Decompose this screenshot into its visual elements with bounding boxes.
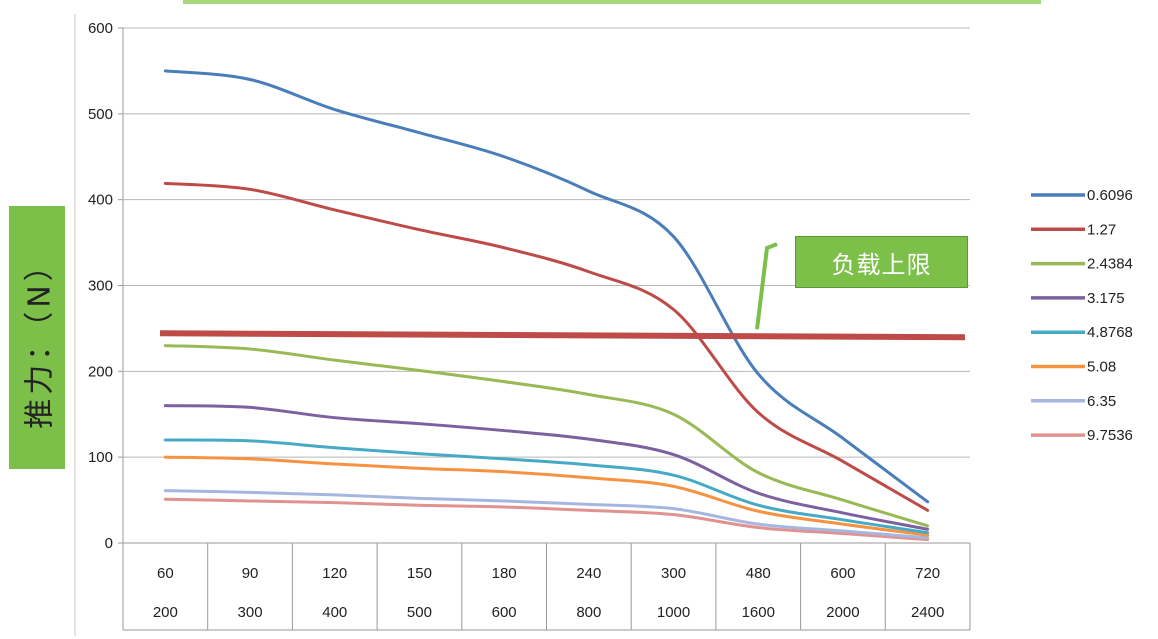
series-line-3.175 [163, 404, 930, 531]
x-category-label-secondary: 1600 [742, 604, 775, 621]
y-tick-label: 100 [88, 449, 113, 466]
load-limit-line [159, 330, 966, 341]
x-category-label-secondary: 2000 [826, 604, 859, 621]
y-tick-label: 600 [88, 20, 113, 37]
series-line-2.4384 [163, 344, 930, 528]
plot-frame [74, 14, 124, 636]
legend-label-5.08: 5.08 [1087, 359, 1116, 376]
y-axis-label: 推力：（N） [23, 246, 59, 429]
y-axis-ticks: 0 100 200 300 400 500 600 [88, 20, 113, 552]
x-category-label-secondary: 600 [492, 604, 517, 621]
series-line-5.08 [163, 455, 930, 537]
x-category-label: 720 [915, 565, 940, 582]
series-line-9.7536 [163, 497, 930, 542]
x-category-label: 120 [322, 565, 347, 582]
x-category-label-secondary: 400 [322, 604, 347, 621]
y-tick-label: 200 [88, 363, 113, 380]
grid-lines [118, 27, 970, 544]
x-category-label: 600 [830, 565, 855, 582]
x-category-label: 60 [157, 565, 174, 582]
load-limit [159, 242, 966, 341]
x-category-label: 150 [407, 565, 432, 582]
series-lines [163, 69, 930, 542]
x-category-label: 240 [576, 565, 601, 582]
x-category-label: 300 [661, 565, 686, 582]
x-category-label: 480 [746, 565, 771, 582]
y-tick-label: 400 [88, 192, 113, 209]
x-axis-table: 60 90 120 150 180 240 300 480 600 720 200 300 400 500… [122, 543, 971, 631]
legend-label-2.4384: 2.4384 [1087, 256, 1133, 273]
legend-label-1.27: 1.27 [1087, 221, 1116, 238]
x-category-label-secondary: 1000 [657, 604, 690, 621]
load-limit-callout: 负载上限 [795, 236, 968, 288]
legend-label-4.8768: 4.8768 [1087, 324, 1133, 341]
x-category-label: 180 [492, 565, 517, 582]
legend-label-0.6096: 0.6096 [1087, 187, 1133, 204]
legend-label-6.35: 6.35 [1087, 393, 1116, 410]
x-category-label-secondary: 500 [407, 604, 432, 621]
legend-label-9.7536: 9.7536 [1087, 427, 1133, 444]
y-axis-label-box: 推力：（N） [9, 206, 65, 469]
series-line-1.27 [163, 181, 930, 512]
series-line-4.8768 [163, 438, 930, 535]
legend-label-3.175: 3.175 [1087, 290, 1125, 307]
x-category-label-secondary: 200 [153, 604, 178, 621]
callout-connector [755, 242, 778, 330]
y-tick-label: 300 [88, 278, 113, 295]
title-bar-decoration [183, 0, 1041, 4]
y-tick-label: 500 [88, 106, 113, 123]
y-tick-label: 0 [105, 535, 113, 552]
load-limit-label: 负载上限 [831, 250, 932, 279]
x-category-label-secondary: 2400 [911, 604, 944, 621]
x-category-label: 90 [242, 565, 259, 582]
x-category-label-secondary: 300 [238, 604, 263, 621]
series-line-0.6096 [163, 69, 930, 504]
x-category-label-secondary: 800 [576, 604, 601, 621]
legend: 0.6096 1.27 2.4384 3.175 4.8768 5.08 6.35 9.753… [1031, 187, 1133, 444]
series-line-6.35 [163, 489, 930, 540]
